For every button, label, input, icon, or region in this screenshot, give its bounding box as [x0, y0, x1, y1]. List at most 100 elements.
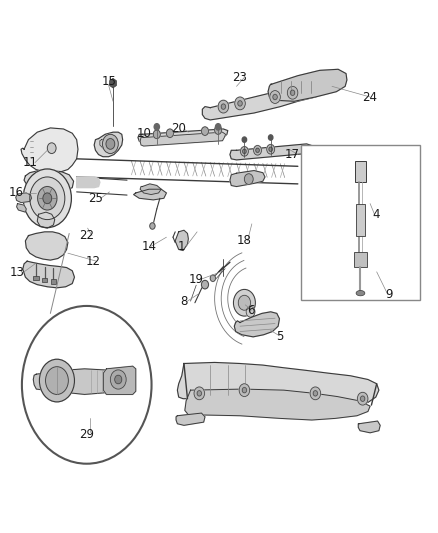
Ellipse shape	[356, 290, 365, 296]
Polygon shape	[103, 366, 136, 394]
Polygon shape	[185, 389, 370, 420]
Circle shape	[221, 104, 226, 109]
Polygon shape	[17, 204, 26, 212]
Polygon shape	[140, 132, 226, 146]
Circle shape	[30, 177, 65, 220]
Text: 25: 25	[88, 192, 103, 205]
Circle shape	[244, 174, 253, 184]
Polygon shape	[134, 189, 166, 200]
Circle shape	[267, 144, 275, 154]
Circle shape	[243, 149, 246, 154]
Bar	[356, 204, 365, 236]
Circle shape	[197, 391, 201, 396]
Polygon shape	[21, 128, 78, 173]
Circle shape	[210, 275, 215, 281]
Circle shape	[239, 384, 250, 397]
Circle shape	[246, 306, 255, 317]
Circle shape	[22, 306, 152, 464]
Circle shape	[46, 367, 68, 394]
Polygon shape	[230, 144, 313, 160]
Circle shape	[218, 100, 229, 113]
Text: 18: 18	[237, 235, 252, 247]
Text: 19: 19	[189, 273, 204, 286]
Circle shape	[23, 169, 71, 228]
Circle shape	[201, 127, 208, 135]
Polygon shape	[177, 362, 379, 406]
Polygon shape	[175, 230, 188, 251]
Circle shape	[290, 90, 295, 95]
Text: 15: 15	[101, 75, 116, 87]
Circle shape	[268, 135, 273, 140]
Polygon shape	[94, 132, 123, 157]
Text: 22: 22	[79, 229, 94, 242]
Circle shape	[153, 130, 160, 139]
Circle shape	[273, 94, 277, 100]
Circle shape	[360, 396, 365, 401]
FancyBboxPatch shape	[33, 276, 39, 280]
Bar	[301, 145, 420, 300]
Circle shape	[194, 387, 205, 400]
FancyBboxPatch shape	[354, 252, 367, 266]
Polygon shape	[234, 312, 279, 337]
Text: 1: 1	[178, 240, 186, 253]
Circle shape	[357, 392, 368, 405]
Circle shape	[106, 139, 115, 149]
Circle shape	[47, 143, 56, 154]
Polygon shape	[25, 232, 68, 260]
Circle shape	[270, 91, 280, 103]
Polygon shape	[230, 171, 265, 187]
Circle shape	[38, 187, 57, 210]
Circle shape	[240, 147, 248, 156]
Circle shape	[235, 97, 245, 110]
Polygon shape	[268, 69, 347, 101]
Circle shape	[39, 359, 74, 402]
Circle shape	[43, 193, 52, 204]
Circle shape	[115, 375, 122, 384]
Text: 13: 13	[10, 266, 25, 279]
Text: 6: 6	[247, 304, 254, 317]
Circle shape	[154, 124, 159, 130]
Text: 5: 5	[276, 330, 283, 343]
Circle shape	[287, 86, 298, 99]
Circle shape	[233, 289, 255, 316]
Text: 14: 14	[141, 240, 156, 253]
Polygon shape	[23, 261, 74, 288]
Text: 11: 11	[22, 156, 37, 169]
Circle shape	[254, 146, 261, 155]
Text: 24: 24	[363, 91, 378, 103]
Circle shape	[313, 391, 318, 396]
Text: 17: 17	[285, 148, 300, 161]
Polygon shape	[37, 212, 55, 228]
Circle shape	[269, 147, 272, 151]
Circle shape	[215, 126, 222, 134]
Circle shape	[110, 370, 126, 389]
Text: 23: 23	[233, 71, 247, 84]
Polygon shape	[16, 193, 32, 203]
Polygon shape	[140, 184, 161, 195]
Polygon shape	[138, 129, 228, 143]
Polygon shape	[33, 369, 134, 394]
Circle shape	[238, 295, 251, 310]
FancyBboxPatch shape	[42, 278, 47, 282]
Polygon shape	[176, 413, 205, 425]
FancyBboxPatch shape	[355, 161, 366, 182]
Circle shape	[242, 387, 247, 393]
Polygon shape	[100, 138, 117, 149]
Circle shape	[166, 129, 173, 138]
Circle shape	[256, 148, 259, 152]
FancyBboxPatch shape	[51, 279, 56, 284]
Circle shape	[242, 137, 247, 142]
Text: 29: 29	[79, 428, 94, 441]
Text: 10: 10	[137, 127, 152, 140]
Circle shape	[238, 101, 242, 106]
Text: 20: 20	[171, 123, 186, 135]
Text: 4: 4	[372, 208, 380, 221]
Circle shape	[215, 124, 221, 130]
Text: 8: 8	[180, 295, 187, 308]
Circle shape	[150, 223, 155, 229]
Polygon shape	[24, 171, 74, 192]
Text: 12: 12	[85, 255, 100, 268]
Circle shape	[310, 387, 321, 400]
Polygon shape	[77, 177, 100, 188]
Circle shape	[102, 134, 118, 154]
